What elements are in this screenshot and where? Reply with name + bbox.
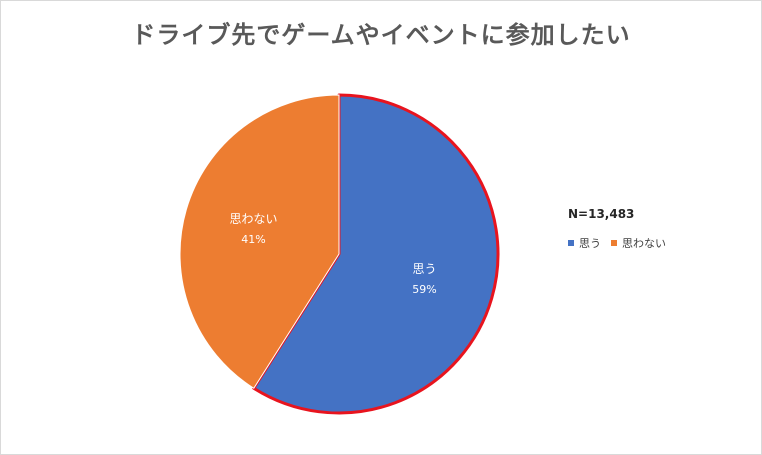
pie-slice-omou xyxy=(252,93,500,415)
legend: N=13,483 思う 思わない xyxy=(568,207,676,251)
sample-size-note: N=13,483 xyxy=(568,207,635,221)
pie-slice-omou-percent: 59% xyxy=(412,283,436,296)
pie-slice-omowanai-label: 思わない xyxy=(229,212,277,226)
pie-slice-omou-label: 思う xyxy=(412,262,436,276)
legend-label-omou: 思う xyxy=(579,237,601,250)
legend-item-omou: 思う xyxy=(568,235,601,251)
legend-swatch-omou xyxy=(568,240,574,246)
legend-swatch-omowanai xyxy=(611,240,617,246)
chart-title: ドライブ先でゲームやイベントに参加したい xyxy=(131,21,631,49)
pie-slice-omowanai xyxy=(179,94,340,389)
legend-label-omowanai: 思わない xyxy=(622,237,666,250)
pie-slice-omowanai-percent: 41% xyxy=(241,233,265,246)
legend-item-omowanai: 思わない xyxy=(611,235,666,251)
